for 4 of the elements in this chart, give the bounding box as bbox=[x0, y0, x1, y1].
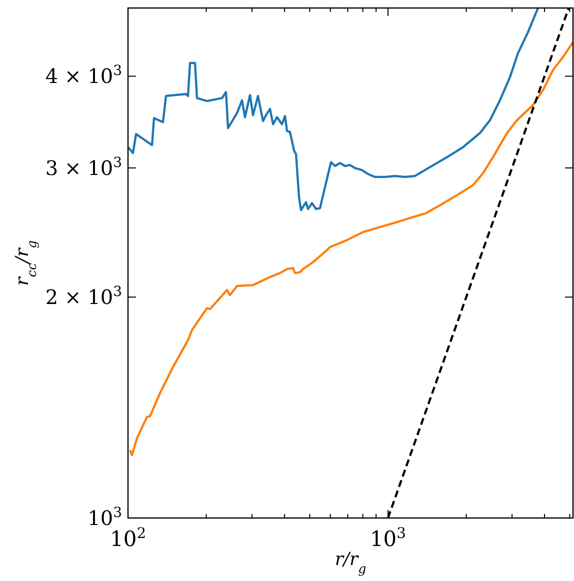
y-tick-label: 4 × 10$^{3}$ bbox=[45, 63, 122, 88]
x-axis-title: r/r$_{g}$ bbox=[334, 549, 366, 576]
y-tick-label: 2 × 10$^{3}$ bbox=[45, 284, 122, 310]
y-tick-label: 3 × 10$^{3}$ bbox=[45, 154, 122, 180]
